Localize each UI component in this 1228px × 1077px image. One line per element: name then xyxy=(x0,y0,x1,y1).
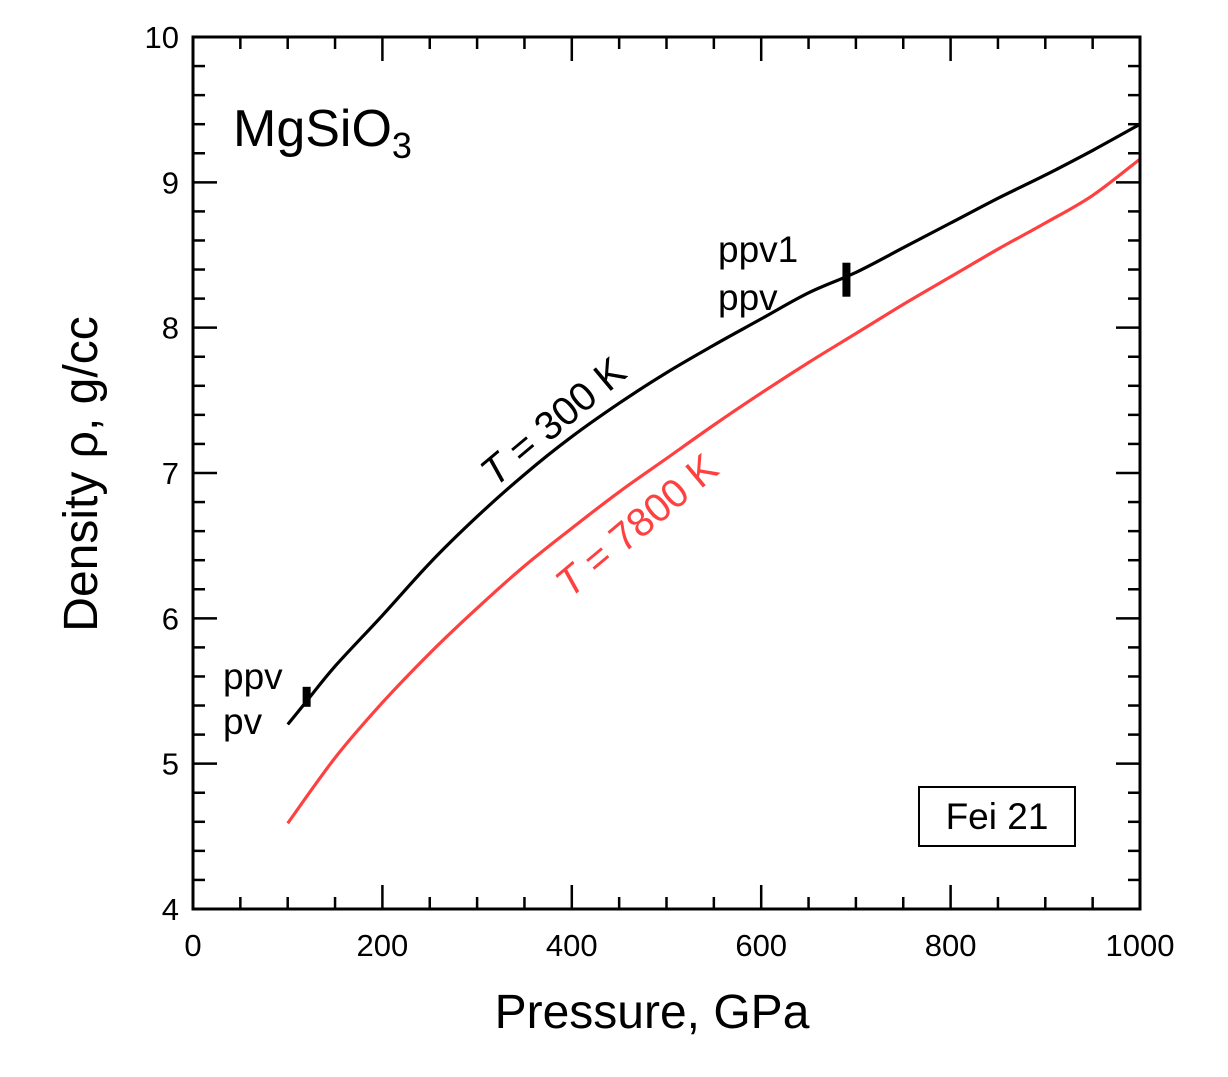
y-tick-label: 6 xyxy=(162,601,179,636)
compound-base: MgSiO xyxy=(233,100,392,158)
series-line-7800k xyxy=(286,157,1141,825)
curve-label-300k: T = 300 K xyxy=(473,349,635,495)
transition-label-pv-lower: pv xyxy=(223,701,263,742)
x-tick-label: 400 xyxy=(546,928,598,963)
x-axis-title: Pressure, GPa xyxy=(495,986,810,1039)
x-tick-label: 0 xyxy=(184,928,201,963)
series-line-300k xyxy=(286,122,1141,726)
y-tick-label: 5 xyxy=(162,747,179,782)
source-box xyxy=(918,786,1076,847)
transition-label-ppv-upper: ppv xyxy=(223,656,283,697)
source-box-label: Fei 21 xyxy=(946,796,1049,837)
compound-label: MgSiO3 xyxy=(233,100,412,166)
tick-labels: 0 200 400 600 800 1000 4 5 6 7 8 9 10 xyxy=(145,20,1175,963)
y-tick-label: 4 xyxy=(162,892,179,927)
transition-label-ppv-lower: ppv xyxy=(718,277,778,318)
transition-marker xyxy=(302,686,311,707)
y-tick-label: 7 xyxy=(162,456,179,491)
curve-label-7800k-rest: = 7800 K xyxy=(566,445,727,590)
y-tick-label: 8 xyxy=(162,311,179,346)
transition-marker xyxy=(842,262,851,297)
x-tick-label: 600 xyxy=(735,928,787,963)
transition-label-ppv1-upper: ppv1 xyxy=(718,229,798,270)
series-curves xyxy=(286,122,1141,825)
x-tick-label: 200 xyxy=(357,928,409,963)
compound-subscript: 3 xyxy=(392,125,412,166)
y-axis-title: Density ρ, g/cc xyxy=(55,316,108,631)
curve-label-300k-rest: = 300 K xyxy=(491,349,635,479)
x-tick-label: 800 xyxy=(925,928,977,963)
x-tick-label: 1000 xyxy=(1106,928,1175,963)
y-tick-label: 9 xyxy=(162,165,179,200)
y-tick-label: 10 xyxy=(145,20,179,55)
plot-frame xyxy=(191,35,1142,911)
